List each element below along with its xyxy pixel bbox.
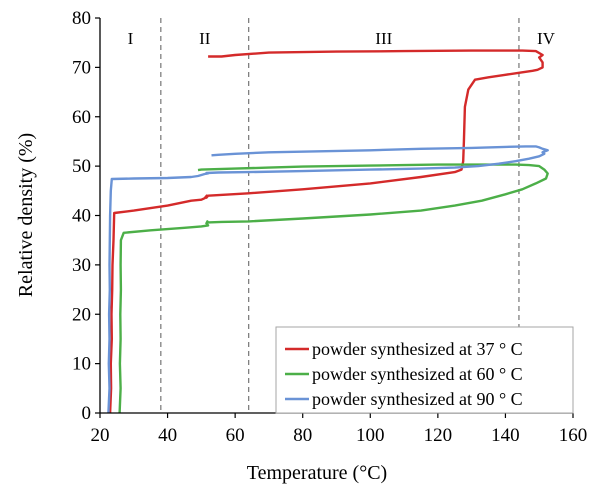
x-tick-label-40: 40 (158, 425, 177, 446)
x-tick-label-60: 60 (226, 425, 245, 446)
region-label-ii: II (199, 29, 211, 48)
tick-marks: 0 10 20 30 40 50 60 70 80 20 40 60 80 100 120 140 160 (72, 8, 587, 446)
y-tick-label-70: 70 (72, 57, 91, 78)
y-tick-label-80: 80 (72, 8, 91, 29)
x-tick-label-100: 100 (356, 425, 385, 446)
legend: powder synthesized at 37 ° C powder synth… (275, 326, 574, 414)
y-axis-title: Relative density (%) (15, 133, 37, 297)
x-tick-label-80: 80 (293, 425, 312, 446)
x-tick-label-160: 160 (559, 425, 588, 446)
y-tick-label-30: 30 (72, 255, 91, 276)
legend-label-1: powder synthesized at 37 ° C (312, 339, 523, 359)
y-tick-label-20: 20 (72, 304, 91, 325)
y-tick-label-40: 40 (72, 206, 91, 227)
x-tick-label-120: 120 (424, 425, 453, 446)
x-tick-label-20: 20 (91, 425, 110, 446)
region-labels: I II III IV (128, 29, 556, 48)
series-lines (107, 49, 549, 414)
y-tick-label-50: 50 (72, 156, 91, 177)
y-tick-label-10: 10 (72, 354, 91, 375)
legend-box (275, 326, 574, 414)
region-label-iv: IV (537, 29, 556, 48)
region-dividers (160, 18, 520, 413)
legend-label-2: powder synthesized at 60 ° C (312, 364, 523, 384)
region-label-i: I (128, 29, 134, 48)
series-line-3 (107, 145, 549, 414)
y-tick-label-0: 0 (82, 403, 92, 424)
series-line-2 (118, 163, 549, 414)
x-axis-title: Temperature (°C) (247, 462, 387, 484)
legend-label-3: powder synthesized at 90 ° C (312, 389, 523, 409)
x-tick-label-140: 140 (491, 425, 520, 446)
region-label-iii: III (375, 29, 392, 48)
y-tick-label-60: 60 (72, 107, 91, 128)
